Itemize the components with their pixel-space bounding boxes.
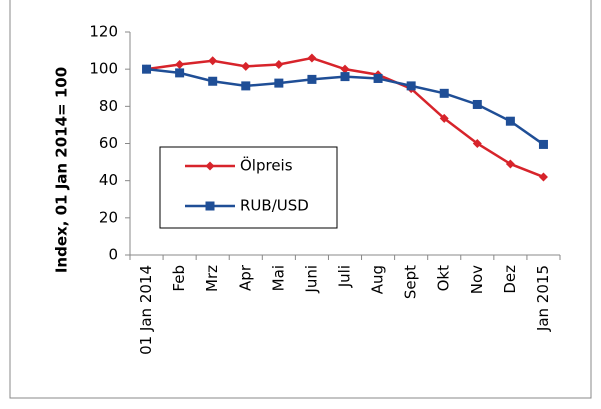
marker xyxy=(274,60,284,70)
legend-label: Ölpreis xyxy=(240,156,293,175)
marker xyxy=(373,73,383,83)
y-tick-label: 120 xyxy=(89,23,118,41)
x-tick-label: Mrz xyxy=(203,265,221,292)
y-tick-label: 60 xyxy=(99,134,118,152)
marker xyxy=(175,60,185,70)
legend-box xyxy=(159,146,338,229)
marker xyxy=(208,76,218,86)
x-tick-label: Juni xyxy=(302,265,320,294)
x-tick-label: Okt xyxy=(435,265,453,291)
marker xyxy=(538,172,548,182)
marker xyxy=(340,72,350,82)
marker xyxy=(505,116,515,126)
marker xyxy=(505,159,515,169)
x-tick-label: Jan 2015 xyxy=(534,265,552,332)
marker xyxy=(472,99,482,109)
marker xyxy=(142,64,152,74)
y-axis-label: Index, 01 Jan 2014= 100 xyxy=(53,67,71,273)
y-tick-label: 40 xyxy=(99,171,118,189)
legend-marker xyxy=(205,201,215,211)
marker xyxy=(340,64,350,74)
marker xyxy=(307,53,317,63)
marker xyxy=(406,81,416,91)
marker xyxy=(241,61,251,71)
marker xyxy=(274,78,284,88)
legend-marker xyxy=(205,161,215,171)
marker xyxy=(538,139,548,149)
x-tick-label: Dez xyxy=(501,265,519,294)
x-tick-label: Apr xyxy=(236,264,254,291)
x-tick-label: Feb xyxy=(170,265,188,292)
marker xyxy=(439,113,449,123)
y-tick-label: 100 xyxy=(89,60,118,78)
x-tick-label: Sept xyxy=(402,265,420,299)
y-tick-label: 0 xyxy=(108,246,118,264)
y-tick-label: 20 xyxy=(99,208,118,226)
y-tick-label: 80 xyxy=(99,97,118,115)
x-tick-label: 01 Jan 2014 xyxy=(137,265,155,355)
x-tick-label: Nov xyxy=(468,265,486,294)
frame xyxy=(9,0,592,399)
marker xyxy=(175,68,185,78)
marker xyxy=(208,56,218,66)
marker xyxy=(307,74,317,84)
x-tick-label: Juli xyxy=(336,265,354,288)
x-tick-label: Mai xyxy=(269,265,287,291)
x-tick-label: Aug xyxy=(369,265,387,294)
marker xyxy=(439,88,449,98)
marker xyxy=(472,139,482,148)
legend-label: RUB/USD xyxy=(240,197,309,215)
marker xyxy=(241,81,251,91)
